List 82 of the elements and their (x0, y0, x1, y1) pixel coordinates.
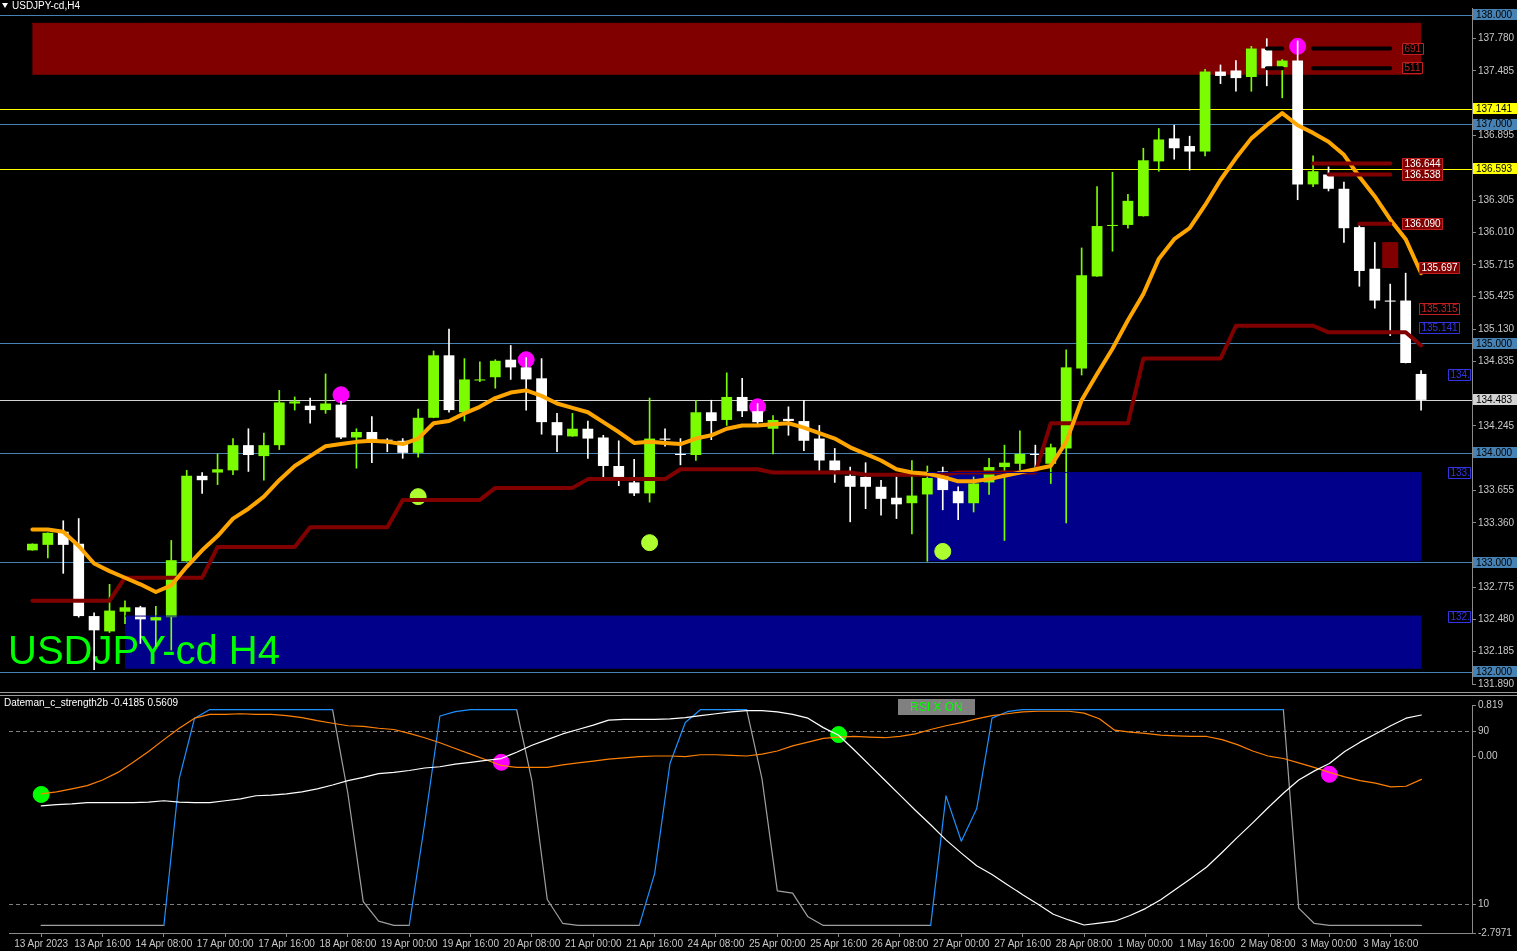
x-tick-label: 20 Apr 08:00 (503, 937, 561, 949)
x-tick-label: 14 Apr 08:00 (135, 937, 193, 949)
x-tick-label: 3 May 16:00 (1363, 937, 1419, 949)
y-tick-label: 131.890 (1478, 677, 1515, 689)
y-tick-label: 0.00 (1478, 750, 1498, 762)
toggle-button: RSI X ON (898, 699, 975, 715)
y-tick-label: 135.425 (1478, 290, 1515, 302)
ref-line-label: 134.000 (1476, 447, 1513, 459)
x-tick-label: 13 Apr 16:00 (74, 937, 132, 949)
ref-line-label: 137.141 (1476, 102, 1513, 114)
candlestick (921, 465, 933, 562)
x-tick-label: 2 May 08:00 (1240, 937, 1296, 949)
x-tick-label: 21 Apr 00:00 (564, 937, 623, 949)
y-tick-label: 134.245 (1478, 419, 1515, 431)
text: 135.697 (1421, 262, 1459, 274)
y-tick-label: 136.305 (1478, 194, 1515, 206)
text: 133. (1450, 467, 1470, 479)
candlestick (196, 472, 208, 494)
y-tick-label: 132.480 (1478, 613, 1515, 625)
text: 135.141 (1421, 322, 1459, 334)
y-tick-label: -2.7971 (1478, 926, 1513, 938)
y-tick-label: 136.010 (1478, 226, 1515, 238)
x-tick-label: 24 Apr 08:00 (687, 937, 745, 949)
y-tick-label: 137.485 (1478, 64, 1515, 76)
point (332, 386, 350, 404)
x-tick-label: 18 Apr 08:00 (319, 937, 377, 949)
text: 132. (1450, 611, 1470, 623)
ref-line-label: 133.000 (1476, 556, 1513, 568)
y-tick-label: 132.185 (1478, 645, 1515, 657)
y-tick-label: 132.775 (1478, 580, 1515, 592)
chart-title: Dateman_c_strength2b -0.4185 0.5609 (2, 697, 181, 708)
point (641, 534, 659, 552)
chart-title: USDJPY-cd,H4 (10, 0, 82, 11)
x-tick-label: 25 Apr 16:00 (810, 937, 868, 949)
x-tick-label: 26 Apr 08:00 (871, 937, 929, 949)
x-tick-label: 17 Apr 00:00 (196, 937, 255, 949)
text: 134. (1450, 369, 1470, 381)
point (32, 785, 50, 803)
y2-tick-label: 90 (1478, 725, 1490, 737)
text: 135.315 (1421, 303, 1459, 315)
x-tick-label: 1 May 16:00 (1179, 937, 1235, 949)
ref-line-label: 132.000 (1476, 666, 1513, 678)
y-tick-label: 133.655 (1478, 484, 1515, 496)
ref-line-label: 137.000 (1476, 118, 1513, 130)
x-tick-label: 1 May 00:00 (1117, 937, 1174, 949)
x-tick-label: 19 Apr 00:00 (380, 937, 439, 949)
x-tick-label: 27 Apr 00:00 (932, 937, 991, 949)
series-label: 136.644 (1404, 158, 1442, 170)
y2-tick-label: 10 (1478, 898, 1490, 910)
series-label: 136.538 (1404, 169, 1442, 181)
ref-line-label: 138.000 (1476, 8, 1513, 20)
candlestick (474, 361, 486, 382)
y-tick-label: 134.835 (1478, 355, 1515, 367)
y-tick-label: 137.780 (1478, 32, 1515, 44)
y-tick-label: 133.360 (1478, 516, 1515, 528)
x-tick-label: 17 Apr 16:00 (258, 937, 316, 949)
y-tick-label: 135.715 (1478, 258, 1515, 270)
x-tick-label: 27 Apr 16:00 (994, 937, 1052, 949)
series-label: 691 (1404, 43, 1422, 55)
series-label: 136.090 (1404, 218, 1442, 230)
ref-line-label: 136.593 (1476, 162, 1513, 174)
x-tick-label: 28 Apr 08:00 (1055, 937, 1113, 949)
x-tick-label: 13 Apr 2023 (14, 937, 69, 949)
candlestick (258, 432, 270, 481)
ref-line-label: 134.483 (1476, 394, 1513, 406)
ref-line-label: 135.000 (1476, 337, 1513, 349)
y-tick-label: 136.895 (1478, 129, 1515, 141)
x-tick-label: 19 Apr 16:00 (442, 937, 500, 949)
x-tick-label: 3 May 00:00 (1301, 937, 1358, 949)
legend-label: 511 (1404, 62, 1421, 74)
candlestick (304, 397, 316, 424)
candlestick (119, 600, 131, 625)
candlestick (1384, 283, 1396, 336)
y-tick-label: 135.130 (1478, 322, 1515, 334)
y-tick-label: 0.819 (1478, 698, 1504, 710)
x-tick-label: 21 Apr 16:00 (626, 937, 684, 949)
point (934, 542, 952, 560)
candlestick (505, 345, 517, 380)
candlestick (906, 460, 918, 535)
x-tick-label: 25 Apr 00:00 (748, 937, 807, 949)
point (1289, 37, 1307, 55)
candlestick (1230, 60, 1242, 92)
